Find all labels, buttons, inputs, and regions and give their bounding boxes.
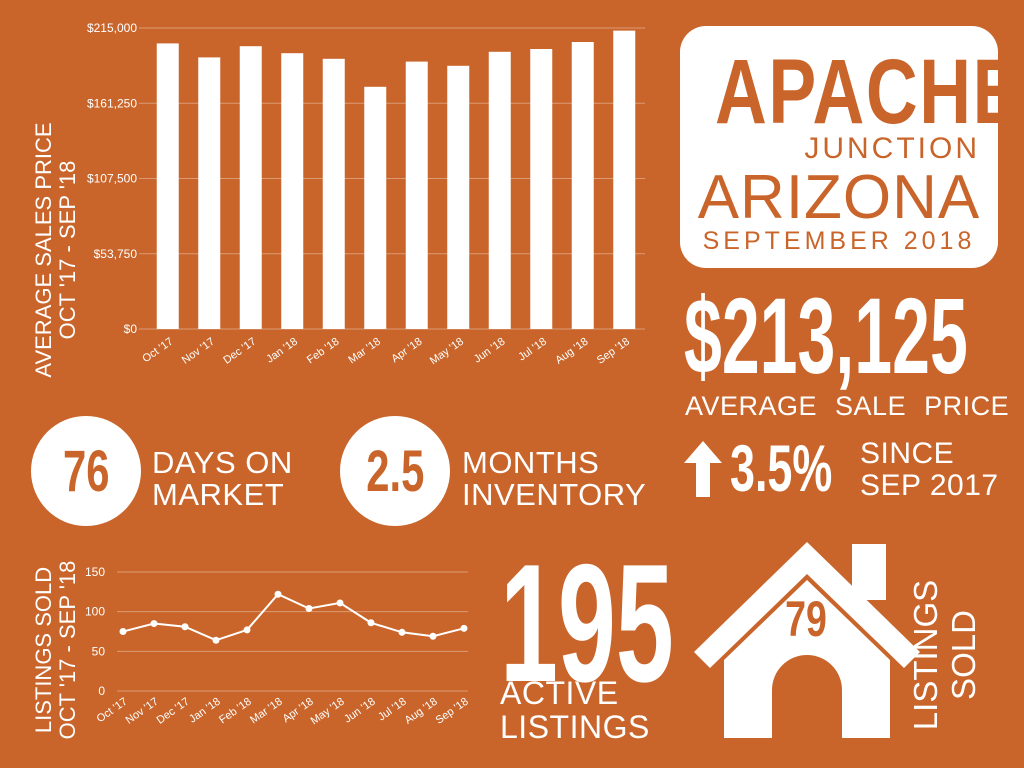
dom-label-line2: MARKET [152, 477, 285, 512]
bar [364, 86, 387, 329]
line-point [119, 628, 127, 635]
title-state: ARIZONA [697, 163, 981, 232]
line-ytick-label: 150 [85, 565, 105, 579]
months-inventory-label: MONTHS INVENTORY [462, 447, 646, 511]
line-point [429, 632, 437, 640]
active-listings-label: ACTIVE LISTINGS [500, 676, 650, 744]
line-point [336, 599, 344, 607]
bar-ytick-label: $0 [124, 322, 138, 336]
bar-xtick-label: Aug '18 [553, 336, 590, 367]
line-point [181, 623, 189, 631]
line-xtick-label: Aug '18 [403, 696, 440, 727]
active-listings-value: 195 [500, 529, 674, 717]
bar-xtick-label: Jul '18 [516, 336, 549, 364]
bar [322, 58, 345, 330]
title-city-line2: JUNCTION [804, 132, 980, 165]
line-point [367, 619, 375, 627]
days-on-market-label: DAYS ON MARKET [152, 447, 293, 511]
line-ytick-label: 100 [85, 605, 105, 619]
bar-xtick-label: Mar '18 [346, 336, 383, 367]
bar-xtick-label: Jan '18 [264, 336, 300, 366]
moi-label-line2: INVENTORY [462, 477, 647, 512]
series-line [122, 592, 465, 642]
line-xtick-label: Feb '18 [217, 696, 254, 727]
bar-xtick-label: Sep '18 [595, 336, 632, 367]
line-xtick-label: Jun '18 [342, 696, 378, 726]
sold-label-line1: LISTINGS [907, 579, 944, 731]
line-xtick-label: May '18 [309, 696, 347, 728]
line-point [274, 590, 282, 598]
price-change-percent: 3.5% [730, 431, 833, 505]
line-ytick-label: 50 [92, 644, 106, 658]
moi-label-line1: MONTHS [462, 445, 600, 480]
line-point [150, 620, 158, 628]
since-label-line2: SEP 2017 [860, 469, 999, 502]
line-point [460, 624, 468, 632]
line-xtick-label: Jan '18 [187, 696, 223, 726]
bar [239, 46, 262, 329]
bar-xtick-label: May '18 [428, 336, 466, 368]
bar [530, 49, 553, 329]
line-point [212, 636, 220, 644]
listings-sold-label: LISTINGS SOLD [890, 570, 1000, 740]
line-xtick-label: Sep '18 [434, 696, 471, 727]
bar [405, 61, 428, 329]
since-label-line1: SINCE [860, 437, 955, 470]
line-point [243, 626, 251, 634]
bar-chart: $0 $53,750 $107,500 $161,250 $215,000 Oct '17… [87, 21, 645, 368]
price-change-label: SINCE SEP 2017 [860, 438, 999, 502]
bar [281, 53, 304, 329]
bar [156, 43, 179, 330]
line-xtick-label: Oct '17 [95, 696, 130, 726]
sold-label-line2: SOLD [945, 610, 982, 700]
house-icon [694, 542, 920, 738]
avg-sale-price-value: $213,125 [684, 275, 968, 396]
bar-xtick-label: Feb '18 [305, 336, 342, 367]
months-inventory-value: 2.5 [365, 438, 425, 504]
title-date: SEPTEMBER 2018 [702, 227, 976, 255]
bar-ytick-label: $107,500 [87, 172, 137, 186]
avg-sale-price-label: AVERAGE SALE PRICE [685, 391, 1010, 421]
bar [488, 51, 511, 330]
bar-xtick-label: Dec '17 [221, 336, 258, 367]
bar-ytick-label: $53,750 [94, 247, 138, 261]
listings-sold-value: 79 [785, 591, 827, 647]
line-xtick-label: Mar '18 [248, 696, 285, 727]
line-ytick-label: 0 [98, 684, 105, 698]
bar-xtick-label: Jun '18 [472, 336, 508, 366]
bar-xtick-label: Apr '18 [389, 336, 424, 366]
line-point [305, 604, 313, 612]
bar-ytick-label: $215,000 [87, 21, 137, 35]
dom-label-line1: DAYS ON [152, 445, 293, 480]
line-xtick-label: Nov '17 [124, 696, 161, 727]
days-on-market-value: 76 [62, 438, 110, 504]
bar [613, 30, 636, 329]
months-inventory-badge: 2.5 [340, 416, 450, 526]
bar-xtick-label: Nov '17 [180, 336, 217, 367]
title-city-line1: APACHE [714, 41, 1023, 143]
active-label-line2: LISTINGS [500, 709, 650, 745]
line-point [398, 628, 406, 636]
up-arrow-icon [684, 441, 722, 497]
bar [198, 57, 221, 330]
days-on-market-badge: 76 [31, 416, 141, 526]
line-xtick-label: Dec '17 [155, 696, 192, 727]
title-card: APACHE JUNCTION ARIZONA SEPTEMBER 2018 [680, 26, 1023, 268]
bar-ytick-label: $161,250 [87, 96, 137, 110]
bar [571, 42, 594, 329]
bar [447, 65, 470, 330]
bar-xtick-label: Oct '17 [140, 336, 175, 366]
active-label-line1: ACTIVE [500, 675, 619, 711]
